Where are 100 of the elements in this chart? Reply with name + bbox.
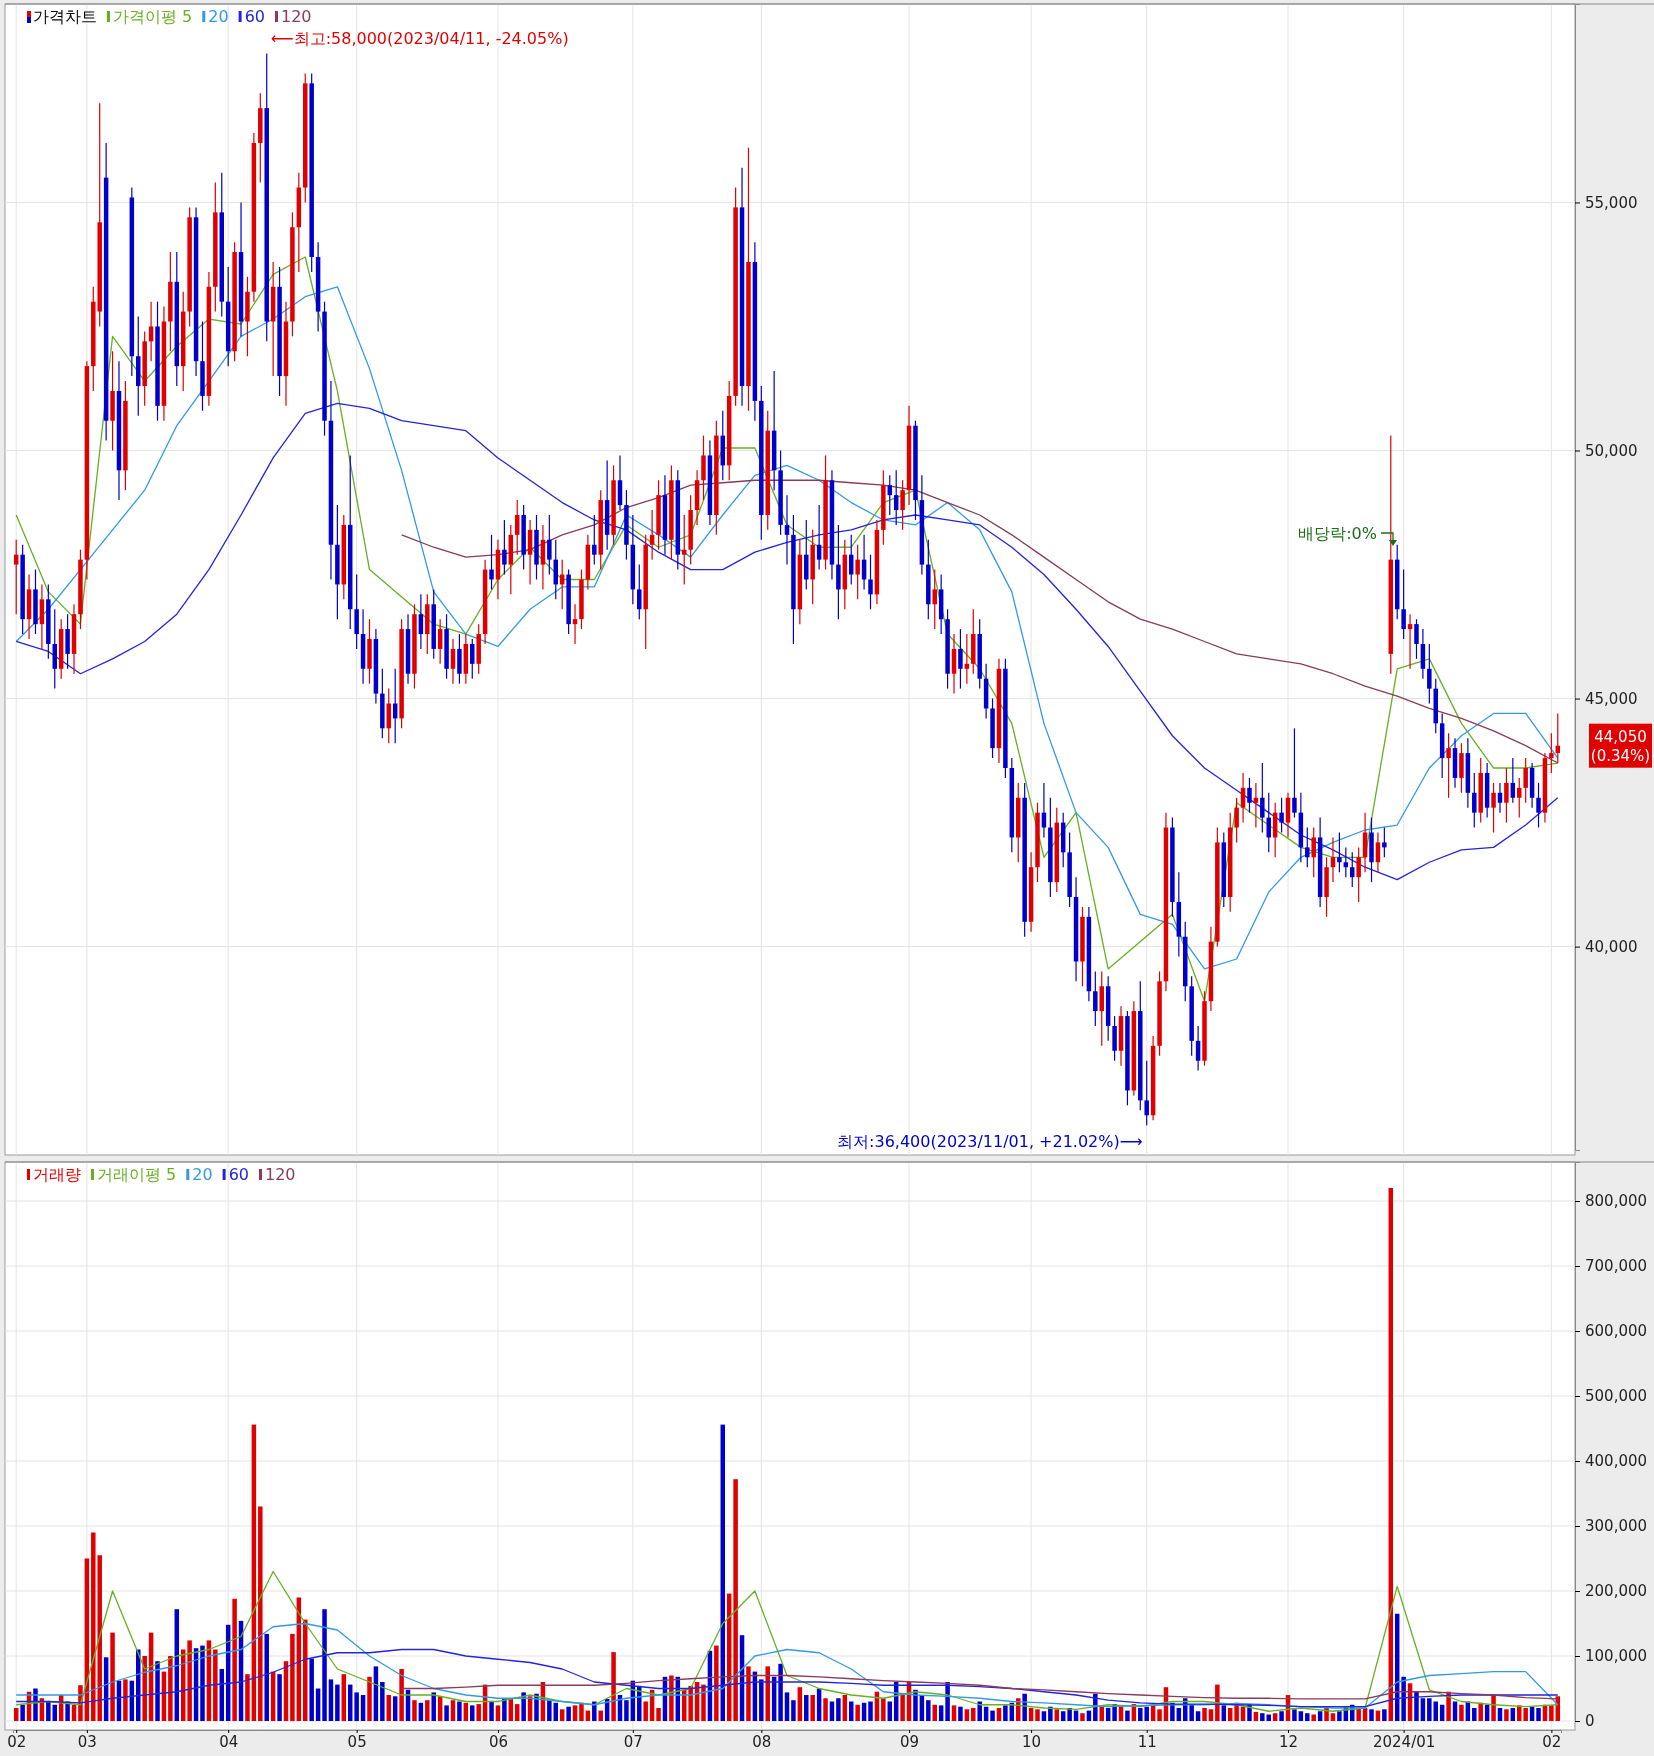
x-tick-label: 07 [623, 1732, 643, 1751]
bar [123, 1679, 128, 1721]
bar [412, 1700, 417, 1721]
bar [110, 1632, 115, 1721]
x-tick-label: 10 [1022, 1732, 1042, 1751]
bar [765, 1666, 770, 1721]
bar [1536, 1708, 1541, 1721]
bar [425, 1700, 430, 1721]
bar [579, 1702, 584, 1721]
y-tick-label: 700,000 [1585, 1257, 1648, 1276]
bar [136, 1649, 141, 1721]
bar [1099, 1706, 1104, 1721]
candlestick [1311, 826, 1316, 878]
candlestick [1536, 782, 1541, 829]
candlestick [1375, 831, 1381, 873]
legend-label: 60 [228, 1165, 249, 1184]
candlestick [1305, 826, 1310, 868]
bar [495, 1705, 501, 1721]
bar [303, 1619, 308, 1721]
bar [791, 1700, 796, 1721]
candlestick [1234, 797, 1239, 844]
bar [1414, 1691, 1419, 1721]
bar [1054, 1709, 1060, 1721]
candlestick [1510, 757, 1516, 804]
candlestick [816, 504, 822, 571]
candlestick [958, 628, 963, 690]
bar [1369, 1709, 1374, 1721]
line-series [15, 1570, 1559, 1712]
bar [1504, 1709, 1509, 1721]
bar [1305, 1713, 1310, 1721]
candlestick [1472, 772, 1477, 829]
candlestick [148, 301, 154, 362]
bar [322, 1609, 327, 1721]
legend-label: 거래량 [33, 1165, 81, 1184]
bar [1202, 1708, 1207, 1721]
annotation: ⟵최고:58,000(2023/04/11, -24.05%) [270, 28, 569, 48]
line-series [400, 479, 1559, 764]
line-series [15, 402, 1559, 881]
bar [566, 1706, 571, 1721]
candlestick [1523, 757, 1528, 804]
bar [1028, 1708, 1034, 1721]
candlestick [932, 568, 937, 630]
bar [1035, 1709, 1040, 1721]
candlestick [572, 603, 578, 645]
bar [457, 1701, 462, 1721]
bar [855, 1704, 860, 1721]
candlestick [418, 593, 424, 650]
bar [759, 1679, 764, 1721]
bar [1311, 1714, 1316, 1721]
legend-label: 120 [280, 7, 312, 26]
bar [1176, 1708, 1182, 1721]
y-tick-label: 0 [1585, 1712, 1595, 1731]
bar [1189, 1704, 1194, 1721]
candlestick [1041, 782, 1047, 839]
bar [277, 1674, 282, 1721]
y-tick-label: 100,000 [1585, 1647, 1648, 1666]
bar [656, 1708, 661, 1721]
bar [1105, 1708, 1111, 1721]
candlestick [855, 544, 860, 600]
line-series [400, 1674, 1559, 1700]
bar [951, 1705, 957, 1721]
bar [521, 1692, 526, 1721]
bar [688, 1685, 693, 1721]
candlestick [1093, 970, 1098, 1027]
bar [784, 1692, 790, 1721]
bar [926, 1700, 931, 1721]
bar [399, 1669, 404, 1721]
bar [1459, 1704, 1464, 1721]
candlestick [1144, 1060, 1149, 1126]
candlestick [1401, 568, 1406, 640]
bar [1272, 1713, 1278, 1721]
bar [168, 1656, 173, 1721]
x-tick-label: 09 [899, 1732, 920, 1751]
bar [470, 1705, 475, 1721]
candlestick [1382, 826, 1387, 858]
x-tick-label: 2024/01 [1372, 1732, 1436, 1751]
bar [392, 1696, 398, 1721]
candlestick [1414, 618, 1419, 660]
candlestick [681, 514, 687, 586]
bar [258, 1506, 263, 1721]
bar [1330, 1713, 1336, 1721]
bar [1157, 1709, 1162, 1721]
bar [977, 1701, 982, 1721]
bar [213, 1649, 218, 1721]
bar [232, 1598, 237, 1721]
candlestick [592, 514, 597, 566]
candlestick [848, 534, 854, 586]
candlestick [1549, 732, 1554, 774]
bar [142, 1656, 147, 1721]
bar [804, 1695, 809, 1721]
candlestick [1407, 613, 1413, 670]
bar [592, 1701, 597, 1721]
bar [836, 1698, 841, 1721]
candlestick [900, 479, 905, 531]
legend-label: 가격이평 5 [113, 7, 193, 26]
x-tick-label: 12 [1278, 1732, 1299, 1751]
bar [187, 1640, 192, 1721]
x-tick-label: 05 [347, 1732, 367, 1751]
bar [1298, 1711, 1304, 1721]
candlestick [437, 618, 443, 665]
